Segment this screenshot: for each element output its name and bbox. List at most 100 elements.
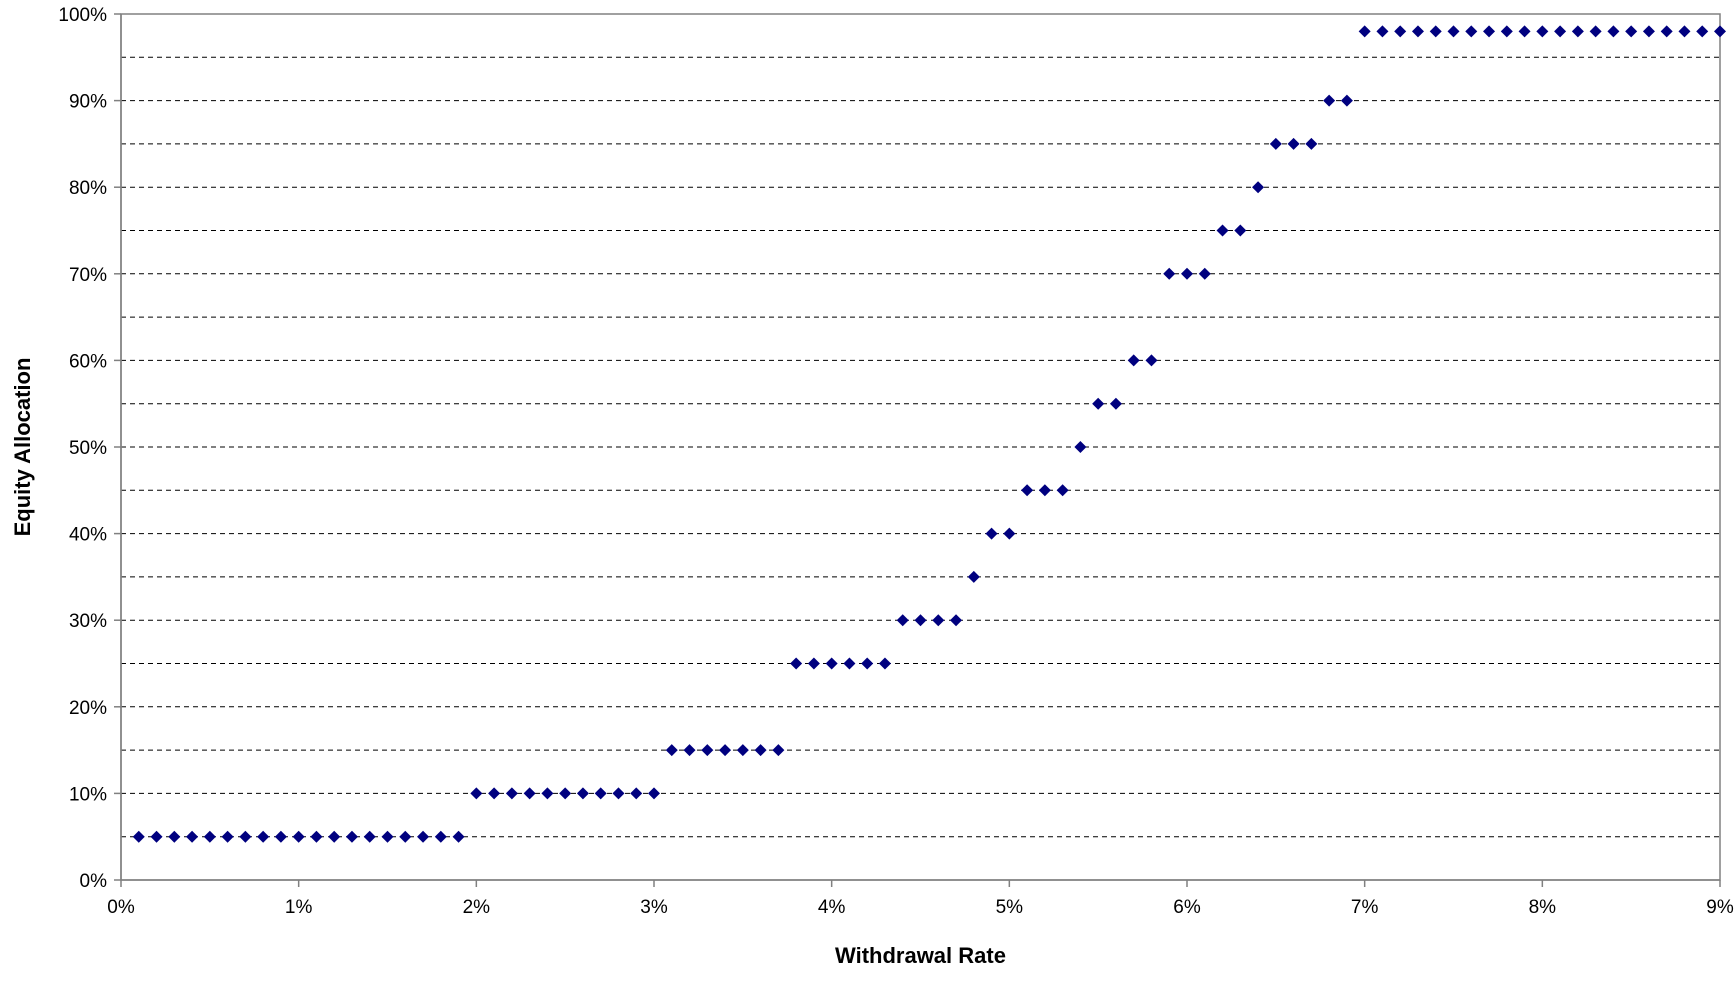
- x-tick-label: 4%: [818, 897, 846, 918]
- data-point: [559, 787, 572, 800]
- data-point: [363, 830, 376, 843]
- data-point: [1252, 181, 1265, 194]
- data-point: [1198, 267, 1211, 280]
- data-point: [790, 657, 803, 670]
- y-tick-label: 80%: [69, 178, 107, 199]
- y-tick-label: 50%: [69, 438, 107, 459]
- x-tick-label: 8%: [1529, 897, 1557, 918]
- data-point: [488, 787, 501, 800]
- data-point: [1642, 25, 1655, 38]
- x-tick-label: 9%: [1706, 897, 1734, 918]
- data-point: [1021, 484, 1034, 497]
- data-point: [1447, 25, 1460, 38]
- gridlines: [121, 56, 1720, 838]
- data-point: [150, 830, 163, 843]
- y-tick-label: 30%: [69, 611, 107, 632]
- data-point: [648, 787, 660, 800]
- data-point: [168, 830, 181, 843]
- y-tick-label: 20%: [69, 698, 107, 719]
- data-point: [1429, 25, 1442, 38]
- y-tick-labels: 0% 10% 20% 30% 40% 50% 60% 70% 80% 90% 100%: [58, 5, 121, 892]
- data-point: [1394, 25, 1407, 38]
- data-point: [1287, 137, 1300, 150]
- data-point: [132, 830, 145, 843]
- data-point: [950, 614, 963, 627]
- data-point: [1145, 354, 1158, 367]
- data-point: [186, 830, 199, 843]
- data-point: [1714, 25, 1726, 38]
- data-point: [1216, 224, 1229, 237]
- data-point: [1056, 484, 1069, 497]
- data-point: [1074, 441, 1087, 453]
- data-point: [1554, 25, 1567, 38]
- data-point: [1625, 25, 1638, 38]
- data-point: [1181, 267, 1193, 280]
- x-tick-label: 2%: [463, 897, 491, 918]
- data-point: [861, 657, 874, 670]
- data-point: [345, 830, 358, 843]
- data-point: [399, 830, 412, 843]
- x-tick-label: 7%: [1351, 897, 1379, 918]
- data-point: [1234, 224, 1247, 237]
- data-point: [292, 830, 305, 843]
- data-point: [1323, 94, 1336, 107]
- data-point: [310, 830, 323, 843]
- x-tick-label: 0%: [107, 897, 135, 918]
- data-point: [1092, 397, 1105, 410]
- y-axis-title: Equity Allocation: [10, 358, 35, 537]
- data-point: [1483, 25, 1496, 38]
- data-point: [1465, 25, 1478, 38]
- data-point: [523, 787, 536, 800]
- data-point: [1607, 25, 1620, 38]
- y-tick-label: 40%: [69, 525, 107, 546]
- data-point: [417, 830, 430, 843]
- data-point: [985, 527, 998, 540]
- data-point: [434, 830, 447, 843]
- x-tick-label: 6%: [1173, 897, 1201, 918]
- data-point: [1269, 137, 1282, 150]
- data-point: [736, 744, 749, 757]
- y-tick-label: 60%: [69, 351, 107, 372]
- data-point: [1003, 527, 1016, 540]
- data-point: [914, 614, 927, 627]
- data-point: [1571, 25, 1584, 38]
- data-point: [1305, 137, 1318, 150]
- data-point: [701, 744, 714, 757]
- data-point: [257, 830, 270, 843]
- x-tick-label: 3%: [640, 897, 668, 918]
- data-point: [612, 787, 625, 800]
- data-point: [772, 744, 785, 757]
- data-point: [630, 787, 643, 800]
- y-tick-label: 100%: [58, 5, 107, 26]
- data-point: [328, 830, 341, 843]
- y-tick-label: 90%: [69, 92, 107, 113]
- y-tick-label: 10%: [69, 784, 107, 805]
- data-point: [932, 614, 945, 627]
- data-point: [825, 657, 838, 670]
- data-point: [1127, 354, 1140, 367]
- y-tick-label: 70%: [69, 265, 107, 286]
- data-point: [1376, 25, 1389, 38]
- data-point: [274, 830, 287, 843]
- data-point: [1518, 25, 1531, 38]
- data-point: [505, 787, 518, 800]
- y-tick-label: 0%: [80, 871, 108, 892]
- data-point: [452, 830, 465, 843]
- data-point: [896, 614, 909, 627]
- data-point: [1589, 25, 1602, 38]
- data-point: [807, 657, 820, 670]
- x-tick-label: 5%: [996, 897, 1024, 918]
- data-point: [1109, 397, 1122, 410]
- data-point: [541, 787, 554, 800]
- data-point: [754, 744, 767, 757]
- data-point: [1660, 25, 1673, 38]
- data-point: [683, 744, 696, 757]
- data-point: [1500, 25, 1513, 38]
- x-axis-title: Withdrawal Rate: [835, 943, 1006, 968]
- data-point: [576, 787, 589, 800]
- x-tick-label: 1%: [285, 897, 313, 918]
- data-point: [1163, 267, 1176, 280]
- data-point: [719, 744, 732, 757]
- data-point: [1411, 25, 1424, 38]
